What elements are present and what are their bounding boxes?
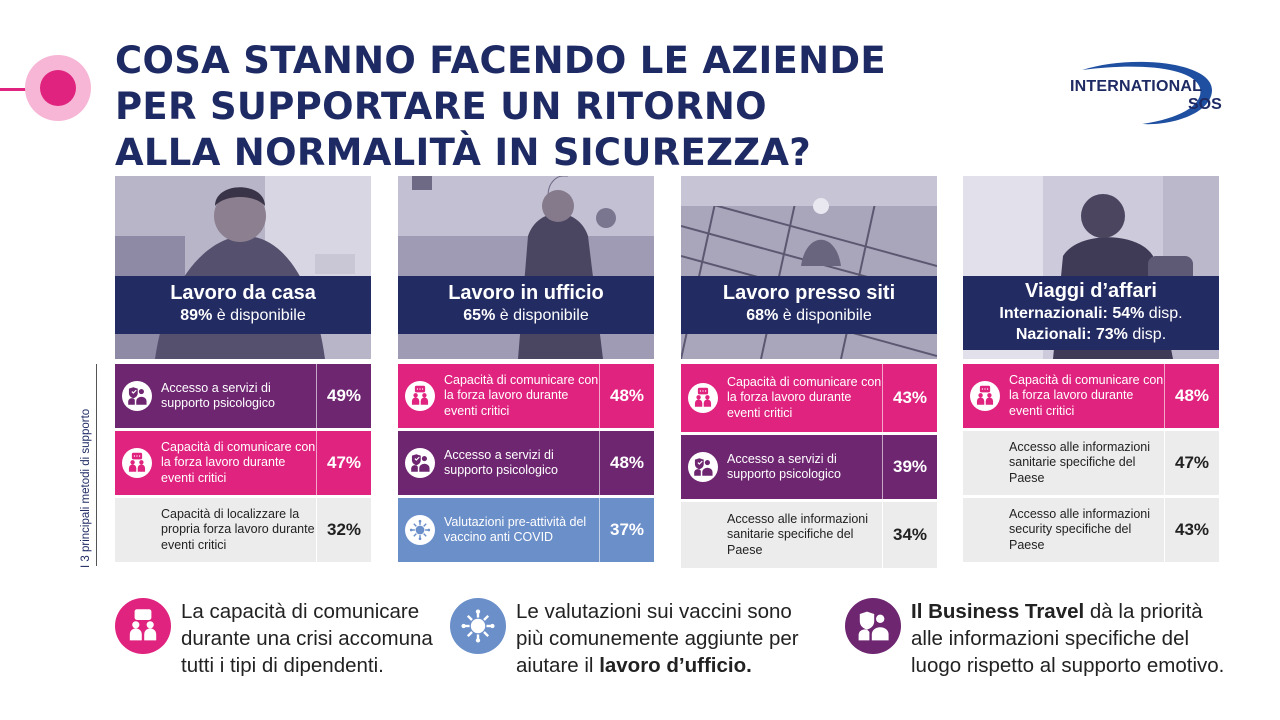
list-item: Accesso alle informazioni security speci…: [963, 498, 1219, 562]
stat-value: 73%: [1095, 326, 1128, 343]
stat-value: 65%: [463, 307, 496, 324]
item-text: Capacità di comunicare con la forza lavo…: [444, 372, 599, 418]
item-text: Capacità di localizzare la propria forza…: [161, 506, 315, 552]
side-label: I 3 principali metodi di supporto: [80, 408, 92, 568]
takeaway-text-part: dà la priorità alle informazioni specifi…: [911, 600, 1225, 677]
stat-value: 89%: [180, 307, 213, 324]
stat-text: disp.: [1144, 305, 1183, 322]
virus-icon: [450, 598, 506, 654]
stat-value: 54%: [1112, 305, 1145, 322]
banner-title: Viaggi d’affari: [1025, 280, 1157, 302]
psychological-support-icon: [688, 452, 718, 482]
title-line-3: ALLA NORMALITÀ IN SICUREZZA?: [115, 131, 812, 174]
banner: Viaggi d’affari Internazionali: 54% disp…: [963, 276, 1219, 350]
takeaway-text: Le valutazioni sui vaccini sono più comu…: [516, 598, 810, 679]
list-item: Capacità di localizzare la propria forza…: [115, 498, 371, 562]
takeaway-text-part: Le valutazioni sui vaccini sono più comu…: [516, 600, 799, 677]
communication-icon: [122, 448, 152, 478]
banner-stat-international: Internazionali: 54% disp.: [963, 303, 1219, 324]
takeaway-text: La capacità di comunicare durante una cr…: [181, 600, 433, 677]
list-item: Accesso a servizi di supporto psicologic…: [115, 364, 371, 428]
banner-title: Lavoro in ufficio: [448, 282, 604, 304]
communication-icon: [688, 383, 718, 413]
item-percent: 43%: [882, 364, 937, 432]
item-text: Accesso a servizi di supporto psicologic…: [161, 380, 275, 411]
takeaway-communication: La capacità di comunicare durante una cr…: [115, 598, 435, 679]
takeaway-text-bold: lavoro d’ufficio.: [599, 654, 752, 677]
psychological-support-icon: [845, 598, 901, 654]
banner-stat: 68% è disponibile: [681, 307, 937, 325]
decorative-dot: [40, 70, 76, 106]
list-item: Accesso a servizi di supporto psicologic…: [398, 431, 654, 495]
item-percent: 39%: [882, 435, 937, 499]
title-line-2: PER SUPPORTARE UN RITORNO: [115, 85, 767, 128]
psychological-support-icon: [122, 381, 152, 411]
takeaway-text: Il Business Travel dà la priorità alle i…: [911, 598, 1225, 679]
item-text: Capacità di comunicare con la forza lavo…: [1009, 372, 1164, 418]
list-item: Capacità di comunicare con la forza lavo…: [398, 364, 654, 428]
page-title: COSA STANNO FACENDO LE AZIENDE PER SUPPO…: [115, 38, 915, 176]
item-percent: 47%: [316, 431, 371, 495]
logo-text-line-1: INTERNATIONAL: [1070, 78, 1203, 95]
item-percent: 48%: [1164, 364, 1219, 428]
banner: Lavoro da casa 89% è disponibile: [115, 276, 371, 334]
takeaway-business-travel: Il Business Travel dà la priorità alle i…: [845, 598, 1225, 679]
side-divider: [96, 364, 97, 566]
logo-swoosh-icon: [1082, 61, 1212, 125]
list-item: Valutazioni pre-attività del vaccino ant…: [398, 498, 654, 562]
virus-icon: [405, 515, 435, 545]
banner-title: Lavoro da casa: [170, 282, 316, 304]
item-text: Valutazioni pre-attività del vaccino ant…: [444, 514, 587, 545]
list-item: Accesso alle informazioni sanitarie spec…: [681, 502, 937, 568]
banner-stat: 89% è disponibile: [115, 307, 371, 325]
item-percent: 32%: [316, 498, 371, 562]
item-percent: 37%: [599, 498, 654, 562]
banner-title: Lavoro presso siti: [722, 282, 896, 304]
list-item: Accesso a servizi di supporto psicologic…: [681, 435, 937, 499]
list-item: Capacità di comunicare con la forza lavo…: [681, 364, 937, 432]
list-item: Accesso alle informazioni sanitarie spec…: [963, 431, 1219, 495]
stat-text: è disponibile: [778, 307, 872, 324]
item-percent: 48%: [599, 364, 654, 428]
stat-text: disp.: [1127, 326, 1167, 343]
takeaway-text-bold: Il Business Travel: [911, 600, 1085, 623]
international-sos-logo: INTERNATIONAL SOS: [1062, 58, 1222, 128]
stat-label: Nazionali:: [1015, 326, 1096, 343]
item-percent: 43%: [1164, 498, 1219, 562]
list-item: Capacità di comunicare con la forza lavo…: [963, 364, 1219, 428]
item-percent: 49%: [316, 364, 371, 428]
psychological-support-icon: [405, 448, 435, 478]
communication-icon: [115, 598, 171, 654]
banner-stat-national: Nazionali: 73% disp.: [963, 324, 1219, 345]
item-text: Accesso alle informazioni sanitarie spec…: [1009, 439, 1151, 485]
item-percent: 47%: [1164, 431, 1219, 495]
communication-icon: [405, 381, 435, 411]
item-text: Accesso a servizi di supporto psicologic…: [444, 447, 558, 478]
communication-icon: [970, 381, 1000, 411]
item-text: Accesso alle informazioni security speci…: [1009, 506, 1151, 552]
stat-text: è disponibile: [495, 307, 589, 324]
takeaway-vaccines: Le valutazioni sui vaccini sono più comu…: [450, 598, 810, 679]
item-text: Accesso alle informazioni sanitarie spec…: [727, 511, 869, 557]
stat-label: Internazionali:: [999, 305, 1113, 322]
banner-stat: 65% è disponibile: [398, 307, 654, 325]
banner: Lavoro in ufficio 65% è disponibile: [398, 276, 654, 334]
title-line-1: COSA STANNO FACENDO LE AZIENDE: [115, 39, 886, 82]
item-text: Capacità di comunicare con la forza lavo…: [727, 374, 882, 420]
logo-text-line-2: SOS: [1188, 96, 1222, 113]
stat-value: 68%: [746, 307, 779, 324]
banner: Lavoro presso siti 68% è disponibile: [681, 276, 937, 334]
item-text: Capacità di comunicare con la forza lavo…: [161, 439, 316, 485]
item-percent: 34%: [882, 502, 937, 568]
stat-text: è disponibile: [212, 307, 306, 324]
list-item: Capacità di comunicare con la forza lavo…: [115, 431, 371, 495]
item-percent: 48%: [599, 431, 654, 495]
item-text: Accesso a servizi di supporto psicologic…: [727, 451, 841, 482]
